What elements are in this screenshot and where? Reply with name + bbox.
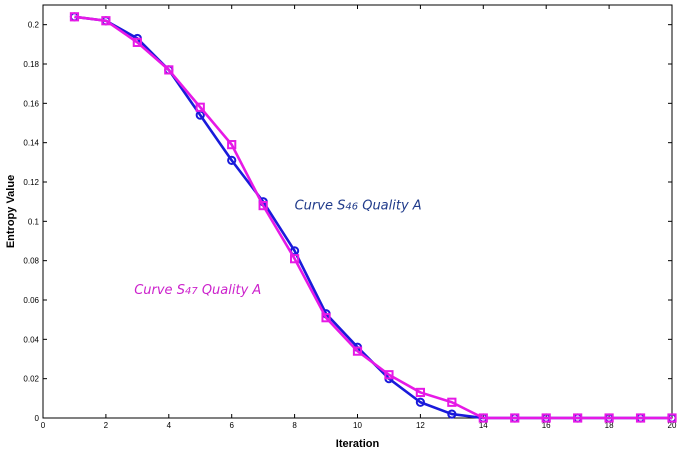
- data-point: [164, 65, 174, 75]
- y-tick-label: 0.06: [23, 296, 39, 305]
- curve-annotation: Curve S46 Quality A: [295, 199, 422, 214]
- series-group: [69, 12, 677, 423]
- y-tick-label: 0.14: [23, 139, 39, 148]
- y-tick-label: 0.2: [28, 21, 40, 30]
- series-line: [74, 15, 672, 420]
- y-tick-label: 0.16: [23, 99, 39, 108]
- y-tick-label: 0.18: [23, 60, 39, 69]
- data-point: [290, 254, 300, 264]
- x-tick-label: 4: [167, 421, 172, 430]
- x-tick-label: 0: [41, 421, 46, 430]
- data-point: [635, 413, 646, 423]
- data-point: [227, 140, 237, 150]
- x-tick-label: 2: [104, 421, 109, 430]
- data-point: [573, 413, 583, 423]
- data-point: [321, 313, 331, 323]
- data-point: [604, 413, 614, 423]
- y-axis-label: Entropy Value: [5, 175, 17, 248]
- data-point: [195, 102, 205, 112]
- y-tick-label: 0: [35, 414, 40, 423]
- series-line: [74, 15, 672, 420]
- data-point: [510, 413, 520, 423]
- annotations: Curve S46 Quality A Curve S47 Quality A: [134, 199, 422, 299]
- series-1: [69, 12, 677, 423]
- curve-annotation: Curve S47 Quality A: [134, 283, 261, 298]
- x-ticks: 0 2 4 6 8 10 12 14 16 18 20: [41, 5, 677, 430]
- data-point: [227, 155, 237, 165]
- x-tick-label: 8: [292, 421, 297, 430]
- data-point: [447, 409, 457, 419]
- y-tick-label: 0.12: [23, 178, 39, 187]
- data-point: [132, 37, 142, 47]
- data-point: [415, 387, 425, 398]
- x-tick-label: 10: [353, 421, 362, 430]
- y-tick-label: 0.04: [23, 335, 39, 344]
- data-point: [69, 12, 80, 22]
- data-point: [258, 201, 268, 211]
- data-point: [478, 413, 488, 423]
- y-tick-label: 0.08: [23, 257, 39, 266]
- x-axis-label: Iteration: [336, 438, 380, 450]
- x-tick-label: 20: [668, 421, 677, 430]
- series-2: [69, 12, 677, 423]
- x-tick-label: 6: [229, 421, 234, 430]
- data-point: [384, 370, 394, 380]
- data-point: [541, 413, 551, 423]
- y-tick-label: 0.02: [23, 375, 39, 384]
- x-tick-label: 18: [605, 421, 614, 430]
- data-point: [101, 16, 111, 26]
- data-point: [667, 413, 677, 423]
- x-tick-label: 14: [479, 421, 488, 430]
- data-point: [447, 397, 457, 407]
- data-point: [352, 346, 363, 356]
- x-tick-label: 12: [416, 421, 425, 430]
- y-ticks: 0 0.02 0.04 0.06 0.08 0.1 0.12 0.14 0.16 0.18 0.2: [23, 21, 672, 423]
- data-point: [415, 397, 425, 407]
- y-tick-label: 0.1: [28, 217, 40, 226]
- x-tick-label: 16: [542, 421, 551, 430]
